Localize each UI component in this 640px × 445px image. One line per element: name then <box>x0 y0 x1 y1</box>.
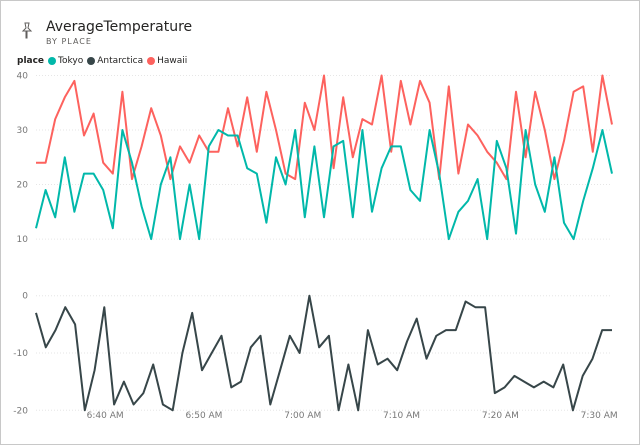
x-tick-label: 7:00 AM <box>284 411 321 421</box>
x-tick-label: 7:10 AM <box>383 411 420 421</box>
x-tick-label: 6:50 AM <box>185 411 222 421</box>
y-tick-label: 0 <box>22 292 28 302</box>
x-tick-label: 7:30 AM <box>581 411 618 421</box>
chart-subtitle: BY PLACE <box>46 37 92 46</box>
legend-label-hawaii: Hawaii <box>157 56 188 66</box>
series-line-hawaii[interactable] <box>36 74 613 181</box>
legend-item-antarctica[interactable]: Antarctica <box>87 56 143 66</box>
legend-title: place <box>17 56 45 66</box>
legend-dot-tokyo <box>48 57 57 65</box>
legend-dot-hawaii <box>147 57 156 65</box>
legend-label-tokyo: Tokyo <box>58 56 84 66</box>
chart-title: AverageTemperature <box>46 19 193 35</box>
legend: place Tokyo Antarctica Hawaii <box>17 54 191 68</box>
series-line-antarctica[interactable] <box>35 294 612 412</box>
legend-label-antarctica: Antarctica <box>97 56 144 66</box>
legend-item-hawaii[interactable]: Hawaii <box>147 56 187 66</box>
y-tick-label: 40 <box>17 71 29 81</box>
y-tick-label: 30 <box>17 126 29 136</box>
legend-item-tokyo[interactable]: Tokyo <box>48 56 83 66</box>
y-tick-label: 20 <box>17 181 29 191</box>
pin-icon[interactable] <box>20 22 34 40</box>
x-tick-label: 6:40 AM <box>87 411 124 421</box>
y-tick-label: -10 <box>13 349 28 359</box>
y-tick-label: 10 <box>17 235 29 245</box>
series-line-tokyo[interactable] <box>35 129 613 241</box>
legend-dot-antarctica <box>87 57 96 65</box>
y-tick-label: -20 <box>13 406 28 416</box>
x-tick-label: 7:20 AM <box>482 411 519 421</box>
